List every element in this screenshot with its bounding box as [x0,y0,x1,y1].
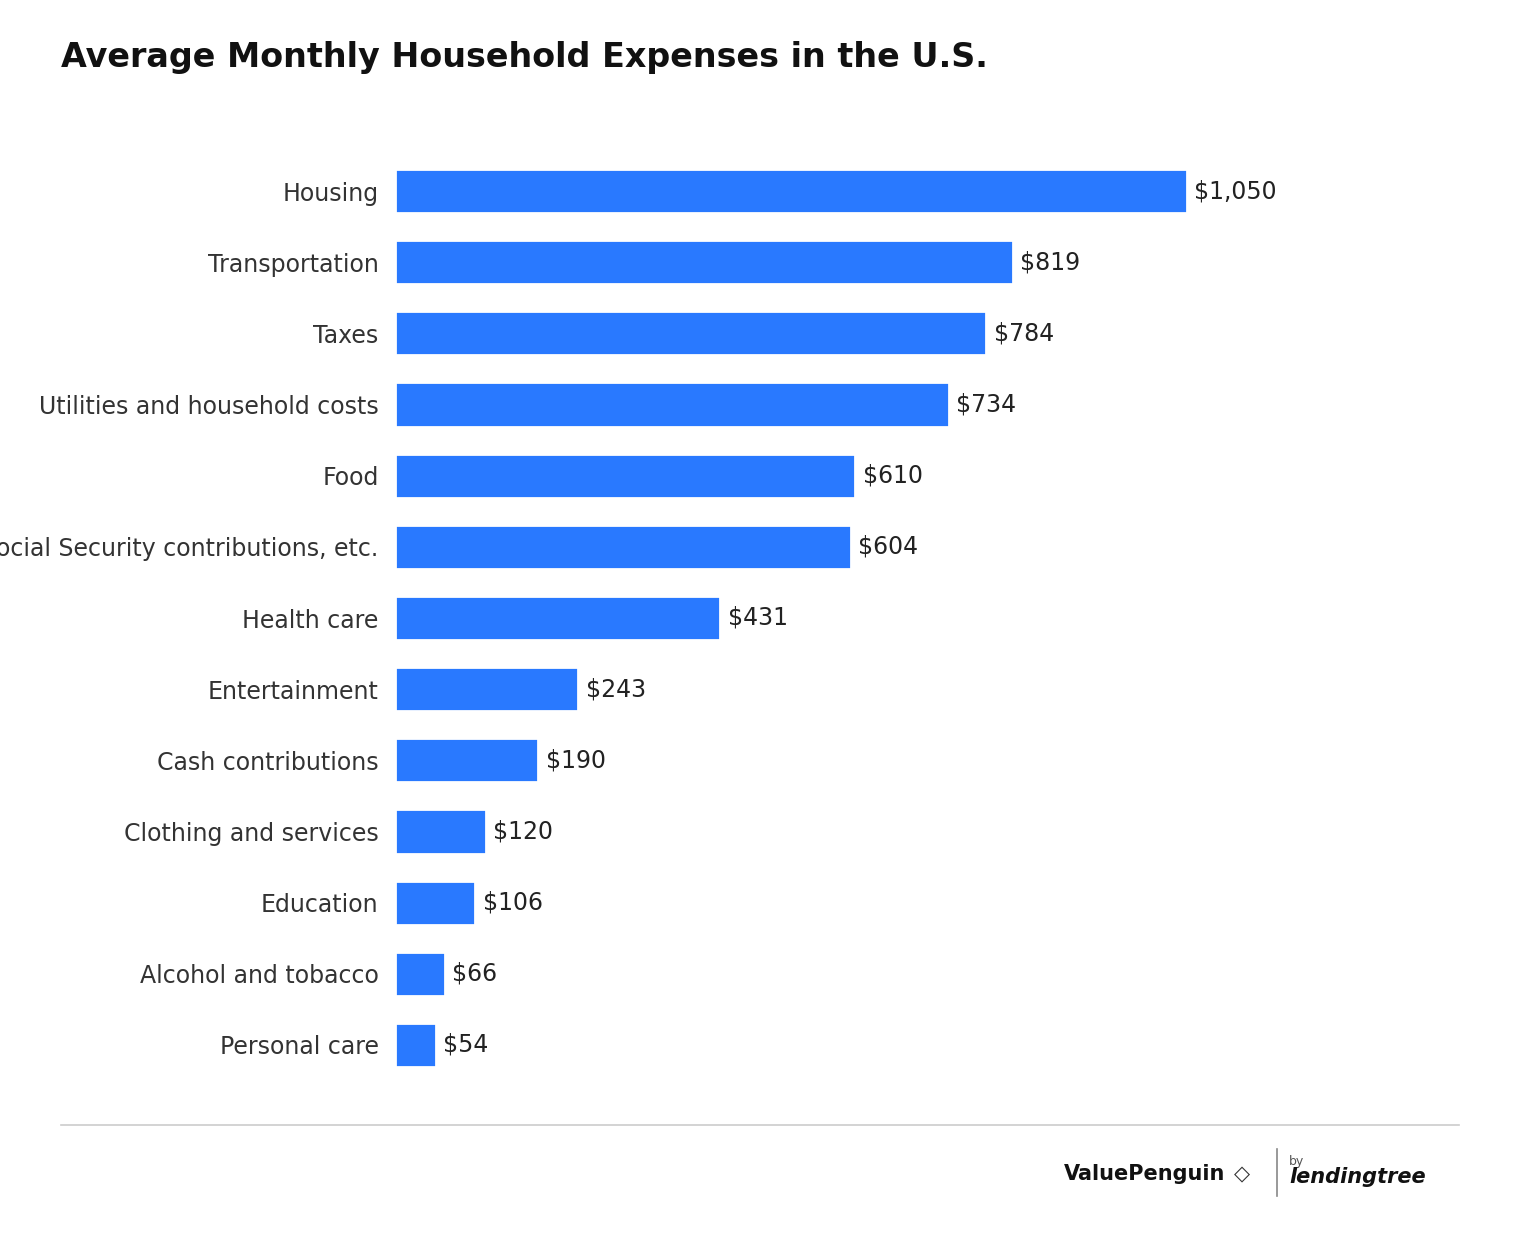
Bar [395,311,986,356]
Bar [395,880,476,925]
Bar [395,952,445,996]
Bar [395,240,1012,284]
Text: $431: $431 [728,606,787,630]
Text: $784: $784 [994,321,1053,345]
Text: $66: $66 [453,962,497,986]
Text: $243: $243 [585,677,646,701]
Text: ValuePenguin: ValuePenguin [1064,1164,1225,1184]
Text: $604: $604 [859,535,918,559]
Text: by: by [1289,1156,1304,1168]
Bar [395,596,720,640]
Bar [395,810,486,854]
Text: $106: $106 [483,891,543,915]
Bar [395,1023,436,1067]
Text: lendingtree: lendingtree [1289,1167,1426,1187]
Text: $1,050: $1,050 [1195,179,1277,203]
Bar [395,169,1187,213]
Text: $120: $120 [492,819,553,843]
Text: Average Monthly Household Expenses in the U.S.: Average Monthly Household Expenses in th… [61,41,988,74]
Text: $610: $610 [863,464,923,488]
Text: $54: $54 [444,1033,489,1057]
Bar [395,738,538,782]
Bar [395,454,856,498]
Bar [395,667,579,711]
Text: ◇: ◇ [1234,1164,1251,1184]
Text: $190: $190 [546,748,606,772]
Bar [395,525,851,569]
Bar [395,382,948,426]
Text: $819: $819 [1020,250,1081,274]
Text: $734: $734 [956,393,1017,417]
